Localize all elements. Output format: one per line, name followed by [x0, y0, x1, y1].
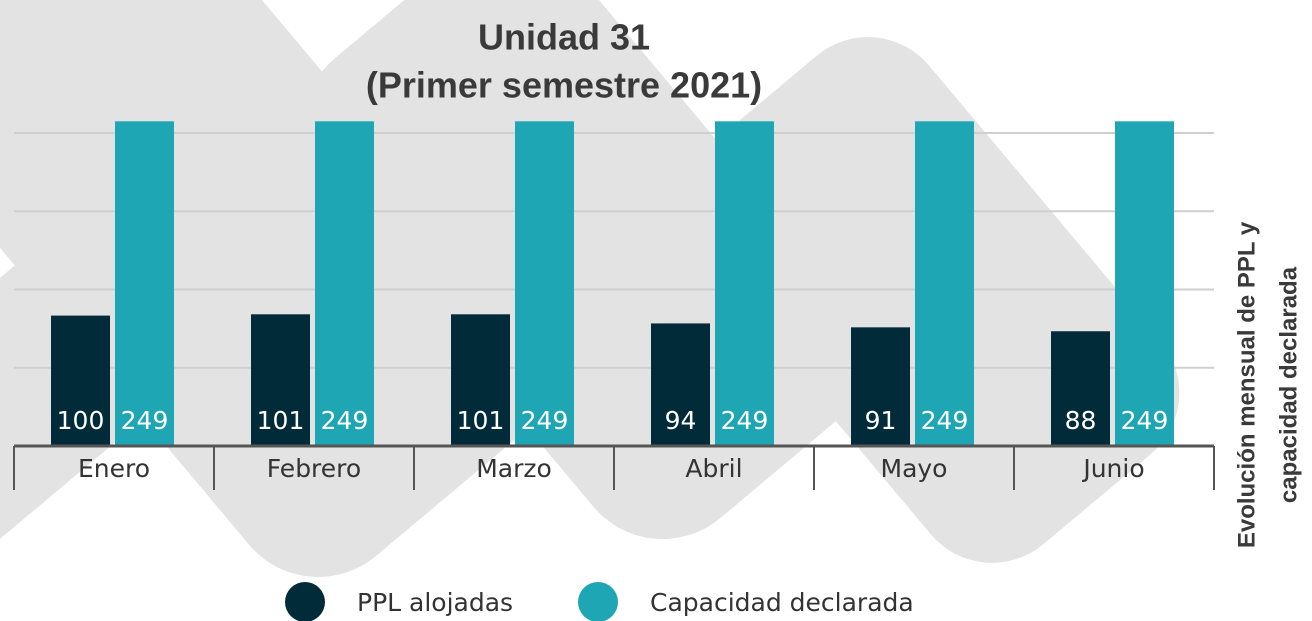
bar	[1115, 121, 1174, 446]
side-label: capacidad declarada	[1275, 266, 1302, 503]
bar	[451, 314, 510, 446]
bar	[651, 323, 710, 446]
bar	[51, 315, 110, 446]
x-tick-label: Enero	[78, 454, 150, 483]
legend-marker	[285, 582, 325, 621]
chart-subtitle: (Primer semestre 2021)	[366, 65, 762, 106]
bar	[115, 121, 174, 446]
bar	[1051, 331, 1110, 446]
legend-label: PPL alojadas	[357, 588, 513, 617]
bar	[251, 314, 310, 446]
bar	[715, 121, 774, 446]
value-label: 100	[57, 406, 105, 435]
value-label: 88	[1065, 406, 1097, 435]
value-label: 249	[1121, 406, 1169, 435]
value-label: 91	[865, 406, 897, 435]
value-label: 249	[721, 406, 769, 435]
legend-label: Capacidad declarada	[650, 588, 914, 617]
bar	[315, 121, 374, 446]
x-tick-label: Febrero	[267, 454, 361, 483]
value-label: 249	[921, 406, 969, 435]
bar	[515, 121, 574, 446]
value-label: 101	[257, 406, 305, 435]
legend-marker	[578, 582, 618, 621]
x-tick-label: Abril	[685, 454, 742, 483]
value-label: 101	[457, 406, 505, 435]
side-label: Evolución mensual de PPL y	[1233, 221, 1260, 548]
value-label: 249	[321, 406, 369, 435]
value-label: 249	[121, 406, 169, 435]
bar	[915, 121, 974, 446]
x-tick-label: Marzo	[476, 454, 552, 483]
value-label: 94	[665, 406, 697, 435]
value-label: 249	[521, 406, 569, 435]
x-tick-label: Mayo	[881, 454, 948, 483]
x-tick-label: Junio	[1081, 454, 1144, 483]
chart-title: Unidad 31	[478, 17, 650, 58]
bar	[851, 327, 910, 446]
